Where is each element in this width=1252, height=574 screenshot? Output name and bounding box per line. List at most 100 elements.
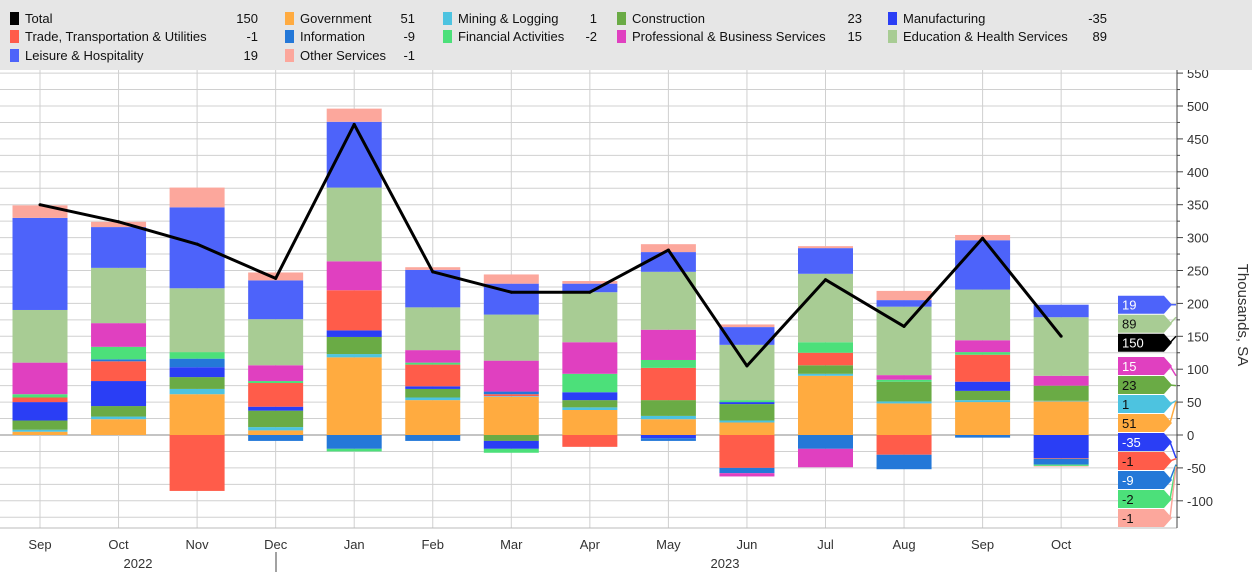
bar-construction[interactable] bbox=[955, 390, 1011, 401]
bar-mining-logging[interactable] bbox=[1033, 400, 1089, 402]
bar-professional-business-services[interactable] bbox=[562, 342, 618, 374]
total-point[interactable] bbox=[195, 242, 199, 246]
bar-construction[interactable] bbox=[483, 435, 539, 441]
bar-financial-activities[interactable] bbox=[719, 400, 775, 403]
bar-government[interactable] bbox=[1033, 401, 1089, 435]
legend-item-professional-business-services[interactable]: Professional & Business Services bbox=[617, 27, 826, 45]
bar-other-services[interactable] bbox=[483, 274, 539, 284]
bar-information[interactable] bbox=[876, 454, 932, 470]
bar-education-health-services[interactable] bbox=[798, 273, 853, 343]
bar-mining-logging[interactable] bbox=[405, 397, 461, 401]
bar-mining-logging[interactable] bbox=[326, 354, 382, 358]
bar-mining-logging[interactable] bbox=[248, 427, 304, 431]
bar-manufacturing[interactable] bbox=[483, 440, 539, 449]
bar-other-services[interactable] bbox=[640, 244, 696, 253]
bar-manufacturing[interactable] bbox=[1033, 435, 1089, 459]
bar-trade-transportation-utilities[interactable] bbox=[1033, 458, 1089, 459]
bar-information[interactable] bbox=[405, 435, 461, 441]
bar-other-services[interactable] bbox=[91, 221, 147, 228]
bar-construction[interactable] bbox=[12, 420, 68, 430]
bar-construction[interactable] bbox=[405, 388, 461, 398]
bar-leisure-hospitality[interactable] bbox=[876, 300, 932, 307]
bar-education-health-services[interactable] bbox=[955, 289, 1011, 341]
legend-item-other-services[interactable]: Other Services bbox=[285, 46, 386, 64]
legend-item-education-health-services[interactable]: Education & Health Services bbox=[888, 27, 1068, 45]
bar-trade-transportation-utilities[interactable] bbox=[562, 435, 618, 447]
bar-leisure-hospitality[interactable] bbox=[169, 207, 225, 289]
bar-professional-business-services[interactable] bbox=[1033, 375, 1089, 386]
bar-trade-transportation-utilities[interactable] bbox=[405, 364, 461, 387]
bar-trade-transportation-utilities[interactable] bbox=[326, 290, 382, 331]
bar-government[interactable] bbox=[798, 375, 853, 435]
bar-trade-transportation-utilities[interactable] bbox=[91, 361, 147, 382]
total-point[interactable] bbox=[588, 290, 592, 294]
bar-financial-activities[interactable] bbox=[955, 352, 1011, 355]
bar-information[interactable] bbox=[483, 391, 539, 395]
bar-professional-business-services[interactable] bbox=[12, 362, 68, 395]
bar-education-health-services[interactable] bbox=[719, 344, 775, 401]
bar-government[interactable] bbox=[405, 400, 461, 435]
bar-government[interactable] bbox=[955, 402, 1011, 435]
bar-other-services[interactable] bbox=[562, 281, 618, 284]
bar-mining-logging[interactable] bbox=[12, 429, 68, 432]
bar-professional-business-services[interactable] bbox=[91, 323, 147, 347]
bar-government[interactable] bbox=[326, 357, 382, 435]
bar-manufacturing[interactable] bbox=[562, 392, 618, 401]
bar-manufacturing[interactable] bbox=[326, 330, 382, 337]
bar-information[interactable] bbox=[955, 435, 1011, 438]
bar-construction[interactable] bbox=[91, 406, 147, 417]
bar-financial-activities[interactable] bbox=[248, 381, 304, 384]
bar-professional-business-services[interactable] bbox=[719, 473, 775, 477]
bar-professional-business-services[interactable] bbox=[326, 261, 382, 291]
bar-information[interactable] bbox=[248, 435, 304, 441]
bar-education-health-services[interactable] bbox=[91, 267, 147, 324]
legend-item-construction[interactable]: Construction bbox=[617, 9, 705, 27]
bar-information[interactable] bbox=[326, 435, 382, 449]
bar-manufacturing[interactable] bbox=[640, 435, 696, 439]
bar-information[interactable] bbox=[169, 358, 225, 368]
bar-mining-logging[interactable] bbox=[876, 401, 932, 404]
bar-other-services[interactable] bbox=[798, 246, 853, 249]
bar-mining-logging[interactable] bbox=[955, 400, 1011, 403]
bar-professional-business-services[interactable] bbox=[483, 360, 539, 392]
bar-education-health-services[interactable] bbox=[562, 292, 618, 343]
bar-education-health-services[interactable] bbox=[169, 288, 225, 353]
bar-construction[interactable] bbox=[640, 400, 696, 416]
bar-professional-business-services[interactable] bbox=[876, 375, 932, 380]
bar-financial-activities[interactable] bbox=[12, 394, 68, 398]
bar-construction[interactable] bbox=[1033, 385, 1089, 401]
bar-government[interactable] bbox=[248, 430, 304, 435]
bar-government[interactable] bbox=[876, 403, 932, 435]
legend-item-manufacturing[interactable]: Manufacturing bbox=[888, 9, 985, 27]
bar-government[interactable] bbox=[483, 396, 539, 435]
bar-information[interactable] bbox=[798, 435, 853, 449]
total-point[interactable] bbox=[666, 248, 670, 252]
bar-leisure-hospitality[interactable] bbox=[955, 240, 1011, 290]
bar-professional-business-services[interactable] bbox=[405, 350, 461, 363]
bar-mining-logging[interactable] bbox=[798, 373, 853, 376]
bar-leisure-hospitality[interactable] bbox=[1033, 304, 1089, 318]
bar-leisure-hospitality[interactable] bbox=[248, 280, 304, 320]
bar-trade-transportation-utilities[interactable] bbox=[12, 397, 68, 403]
bar-manufacturing[interactable] bbox=[955, 381, 1011, 391]
total-point[interactable] bbox=[902, 324, 906, 328]
bar-financial-activities[interactable] bbox=[405, 362, 461, 365]
total-point[interactable] bbox=[38, 203, 42, 207]
bar-trade-transportation-utilities[interactable] bbox=[955, 354, 1011, 382]
bar-financial-activities[interactable] bbox=[91, 346, 147, 360]
bar-construction[interactable] bbox=[248, 410, 304, 428]
legend-item-mining-logging[interactable]: Mining & Logging bbox=[443, 9, 558, 27]
bar-professional-business-services[interactable] bbox=[248, 365, 304, 382]
bar-government[interactable] bbox=[91, 419, 147, 435]
bar-education-health-services[interactable] bbox=[876, 306, 932, 376]
bar-manufacturing[interactable] bbox=[169, 367, 225, 378]
bar-other-services[interactable] bbox=[169, 187, 225, 208]
total-point[interactable] bbox=[352, 122, 356, 126]
total-point[interactable] bbox=[274, 276, 278, 280]
bar-mining-logging[interactable] bbox=[562, 407, 618, 410]
bar-education-health-services[interactable] bbox=[248, 319, 304, 366]
bar-leisure-hospitality[interactable] bbox=[562, 283, 618, 293]
total-point[interactable] bbox=[1059, 334, 1063, 338]
bar-leisure-hospitality[interactable] bbox=[798, 248, 853, 274]
bar-leisure-hospitality[interactable] bbox=[326, 121, 382, 188]
